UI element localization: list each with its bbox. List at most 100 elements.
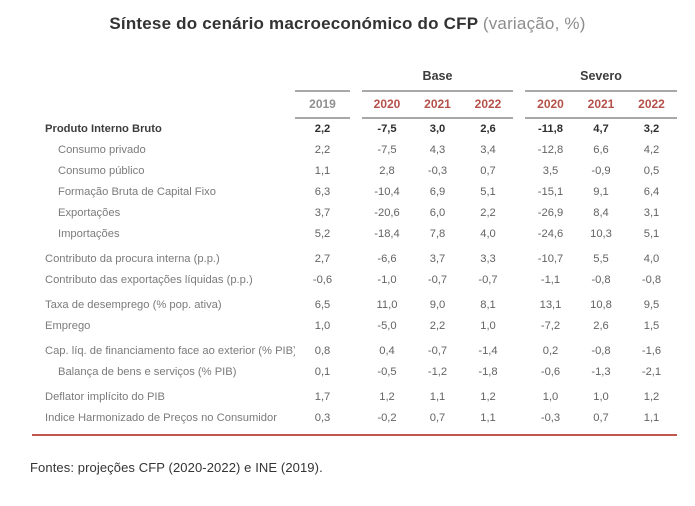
value-cell: 0,3 — [314, 412, 331, 424]
row-label: Consumo público — [58, 165, 145, 177]
value-cell: 7,8 — [429, 228, 446, 240]
value-cell: -0,6 — [540, 366, 561, 378]
value-cell: 2,8 — [379, 165, 395, 177]
value-cell: -0,5 — [377, 366, 397, 378]
value-cell: -0,3 — [427, 165, 448, 177]
value-cell: 4,2 — [643, 144, 660, 156]
value-cell: 9,5 — [643, 299, 660, 311]
row-label: Indice Harmonizado de Preços no Consumid… — [45, 412, 277, 424]
table-bottom-rule — [32, 434, 677, 436]
value-cell: -15,1 — [537, 186, 564, 198]
value-cell: -20,6 — [374, 207, 400, 219]
year-header-row: 2019 2020 2021 2022 2020 2021 2022 — [32, 95, 677, 113]
value-cell: 0,1 — [314, 366, 331, 378]
rule-segment-base — [362, 90, 513, 92]
row-label: Produto Interno Bruto — [45, 123, 162, 135]
table-row: Indice Harmonizado de Preços no Consumid… — [32, 408, 677, 429]
value-cell: 1,2 — [480, 391, 496, 403]
value-cell: 2,6 — [593, 320, 609, 332]
value-cell: 3,7 — [314, 207, 331, 219]
row-label: Importações — [58, 228, 120, 240]
table-row: Taxa de desemprego (% pop. ativa) 6,5 11,0… — [32, 295, 677, 316]
value-cell: -0,2 — [377, 412, 397, 424]
value-cell: -1,6 — [641, 345, 662, 357]
value-cell: 1,0 — [480, 320, 496, 332]
value-cell: 2,2 — [314, 123, 331, 135]
table-row: Importações 5,2 -18,4 7,8 4,0 -24,6 10,3 5,1 — [32, 224, 677, 245]
rule-segment-2019 — [295, 117, 350, 119]
value-cell: 0,2 — [542, 345, 559, 357]
value-cell: -10,4 — [374, 186, 400, 198]
value-cell: 3,7 — [429, 253, 446, 265]
value-cell: -1,2 — [427, 366, 448, 378]
value-cell: 3,4 — [480, 144, 496, 156]
value-cell: 1,1 — [314, 165, 331, 177]
value-cell: 5,2 — [314, 228, 331, 240]
table-row: Cap. líq. de financiamento face ao exter… — [32, 341, 677, 362]
value-cell: 1,0 — [542, 391, 559, 403]
year-header-base: 2020 — [373, 97, 401, 111]
value-cell: 13,1 — [539, 299, 562, 311]
value-cell: -0,7 — [478, 274, 498, 286]
value-cell: 2,2 — [429, 320, 446, 332]
value-cell: 4,7 — [593, 123, 609, 135]
value-cell: 5,5 — [593, 253, 609, 265]
value-cell: -11,8 — [538, 123, 563, 135]
value-cell: 1,2 — [379, 391, 395, 403]
value-cell: 3,3 — [480, 253, 496, 265]
value-cell: 2,2 — [314, 144, 331, 156]
value-cell: -1,0 — [377, 274, 397, 286]
value-cell: -0,8 — [641, 274, 662, 286]
value-cell: 5,1 — [643, 228, 660, 240]
header-rule-bottom — [32, 117, 677, 119]
group-header-row: Base Severo — [32, 68, 677, 84]
value-cell: -1,3 — [591, 366, 611, 378]
value-cell: 6,5 — [314, 299, 331, 311]
value-cell: 4,3 — [429, 144, 446, 156]
value-cell: 1,1 — [643, 412, 660, 424]
value-cell: 10,8 — [590, 299, 612, 311]
value-cell: 2,6 — [480, 123, 496, 135]
value-cell: -0,9 — [591, 165, 611, 177]
value-cell: -26,9 — [537, 207, 564, 219]
value-cell: -0,8 — [591, 345, 611, 357]
rule-segment-2019 — [295, 90, 350, 92]
table-row: Deflator implícito do PIB 1,7 1,2 1,1 1,2 1,0… — [32, 387, 677, 408]
value-cell: -18,4 — [374, 228, 400, 240]
macro-table: Base Severo 2019 2020 2021 2022 2020 2021 2022… — [32, 68, 677, 436]
table-row: Exportações 3,7 -20,6 6,0 2,2 -26,9 8,4 3,1 — [32, 203, 677, 224]
value-cell: -2,1 — [641, 366, 662, 378]
value-cell: 0,8 — [314, 345, 331, 357]
value-cell: -1,8 — [478, 366, 498, 378]
value-cell: -7,5 — [377, 144, 397, 156]
group-header-base: Base — [422, 69, 453, 83]
row-label: Balança de bens e serviços (% PIB) — [58, 366, 237, 378]
year-header-2019: 2019 — [309, 97, 336, 111]
value-cell: 11,0 — [376, 299, 398, 311]
value-cell: 3,2 — [643, 123, 660, 135]
table-row: Formação Bruta de Capital Fixo 6,3 -10,4 6,… — [32, 182, 677, 203]
year-header-severo: 2020 — [537, 97, 564, 111]
table-row: Produto Interno Bruto 2,2 -7,5 3,0 2,6 -11,8 4… — [32, 119, 677, 140]
value-cell: -0,7 — [427, 274, 448, 286]
group-header-severo: Severo — [580, 69, 622, 83]
value-cell: 3,0 — [429, 123, 446, 135]
value-cell: 9,1 — [593, 186, 609, 198]
year-header-base: 2022 — [474, 97, 502, 111]
rule-segment-severo — [525, 117, 677, 119]
row-label: Contributo da procura interna (p.p.) — [45, 253, 220, 265]
value-cell: 6,9 — [429, 186, 446, 198]
value-cell: 1,7 — [314, 391, 331, 403]
value-cell: 1,0 — [593, 391, 609, 403]
page-title: Síntese do cenário macroeconómico do CFP… — [0, 13, 695, 35]
value-cell: 2,7 — [314, 253, 331, 265]
value-cell: 4,0 — [643, 253, 660, 265]
page: Síntese do cenário macroeconómico do CFP… — [0, 13, 695, 506]
row-label: Cap. líq. de financiamento face ao exter… — [45, 345, 295, 357]
value-cell: -7,2 — [540, 320, 561, 332]
value-cell: 0,7 — [429, 412, 446, 424]
year-header-severo: 2022 — [638, 97, 665, 111]
value-cell: 2,2 — [480, 207, 496, 219]
value-cell: 0,7 — [480, 165, 496, 177]
value-cell: 6,6 — [593, 144, 609, 156]
